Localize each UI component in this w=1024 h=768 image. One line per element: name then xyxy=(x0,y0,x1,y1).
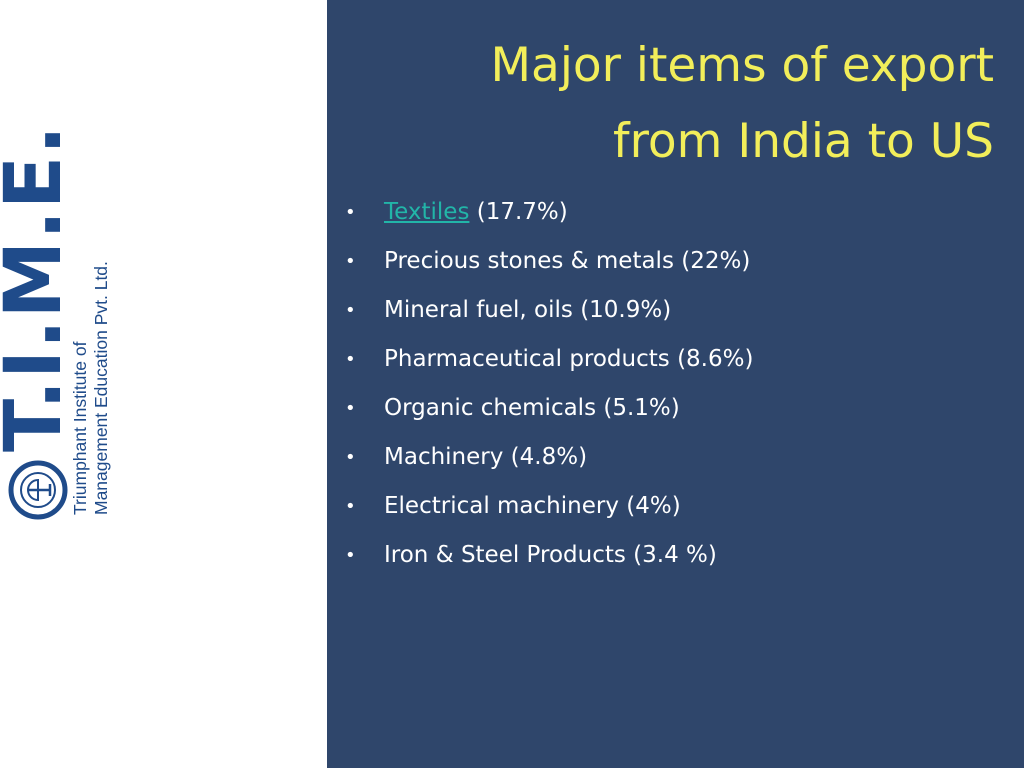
list-item: • Iron & Steel Products (3.4 %) xyxy=(345,531,753,580)
bullet-icon: • xyxy=(345,496,356,517)
list-item-text: Organic chemicals (5.1%) xyxy=(384,395,680,421)
bullet-icon: • xyxy=(345,300,356,321)
list-item: • Mineral fuel, oils (10.9%) xyxy=(345,286,753,335)
slide-title-line2: from India to US xyxy=(613,114,994,169)
bullet-icon: • xyxy=(345,398,356,419)
list-item: • Textiles (17.7%) xyxy=(345,188,753,237)
list-item: • Precious stones & metals (22%) xyxy=(345,237,753,286)
logo-name-line2: Management Education Pvt. Ltd. xyxy=(91,261,111,515)
slide-title: Major items of export from India to US xyxy=(374,28,994,180)
list-item-text: Machinery (4.8%) xyxy=(384,444,588,470)
list-item: • Electrical machinery (4%) xyxy=(345,482,753,531)
logo-mark: T.I.M.E. xyxy=(0,124,79,452)
logo-company-name: Triumphant Institute of Management Educa… xyxy=(70,261,112,515)
bullet-icon: • xyxy=(345,545,356,566)
list-item: • Organic chemicals (5.1%) xyxy=(345,384,753,433)
list-item-text: Mineral fuel, oils (10.9%) xyxy=(384,297,672,323)
export-items-list: • Textiles (17.7%) • Precious stones & met… xyxy=(345,188,753,580)
time-logo: T.I.M.E. Triumphant Institute of Managem… xyxy=(0,124,122,520)
list-item-text: Electrical machinery (4%) xyxy=(384,493,681,519)
logo-panel: T.I.M.E. Triumphant Institute of Managem… xyxy=(0,0,327,768)
list-item-text: Iron & Steel Products (3.4 %) xyxy=(384,542,717,568)
list-item: • Machinery (4.8%) xyxy=(345,433,753,482)
bullet-icon: • xyxy=(345,349,356,370)
bullet-icon: • xyxy=(345,251,356,272)
list-item-text: Precious stones & metals (22%) xyxy=(384,248,751,274)
bullet-icon: • xyxy=(345,447,356,468)
list-item: • Pharmaceutical products (8.6%) xyxy=(345,335,753,384)
bullet-icon: • xyxy=(345,202,356,223)
slide-title-line1: Major items of export xyxy=(490,38,994,93)
content-panel: Major items of export from India to US •… xyxy=(327,0,1024,768)
logo-name-line1: Triumphant Institute of xyxy=(70,341,90,515)
list-item-text: Pharmaceutical products (8.6%) xyxy=(384,346,754,372)
logo-seal-icon xyxy=(8,460,68,520)
textiles-link[interactable]: Textiles xyxy=(384,199,470,225)
list-item-text: (17.7%) xyxy=(469,199,568,225)
